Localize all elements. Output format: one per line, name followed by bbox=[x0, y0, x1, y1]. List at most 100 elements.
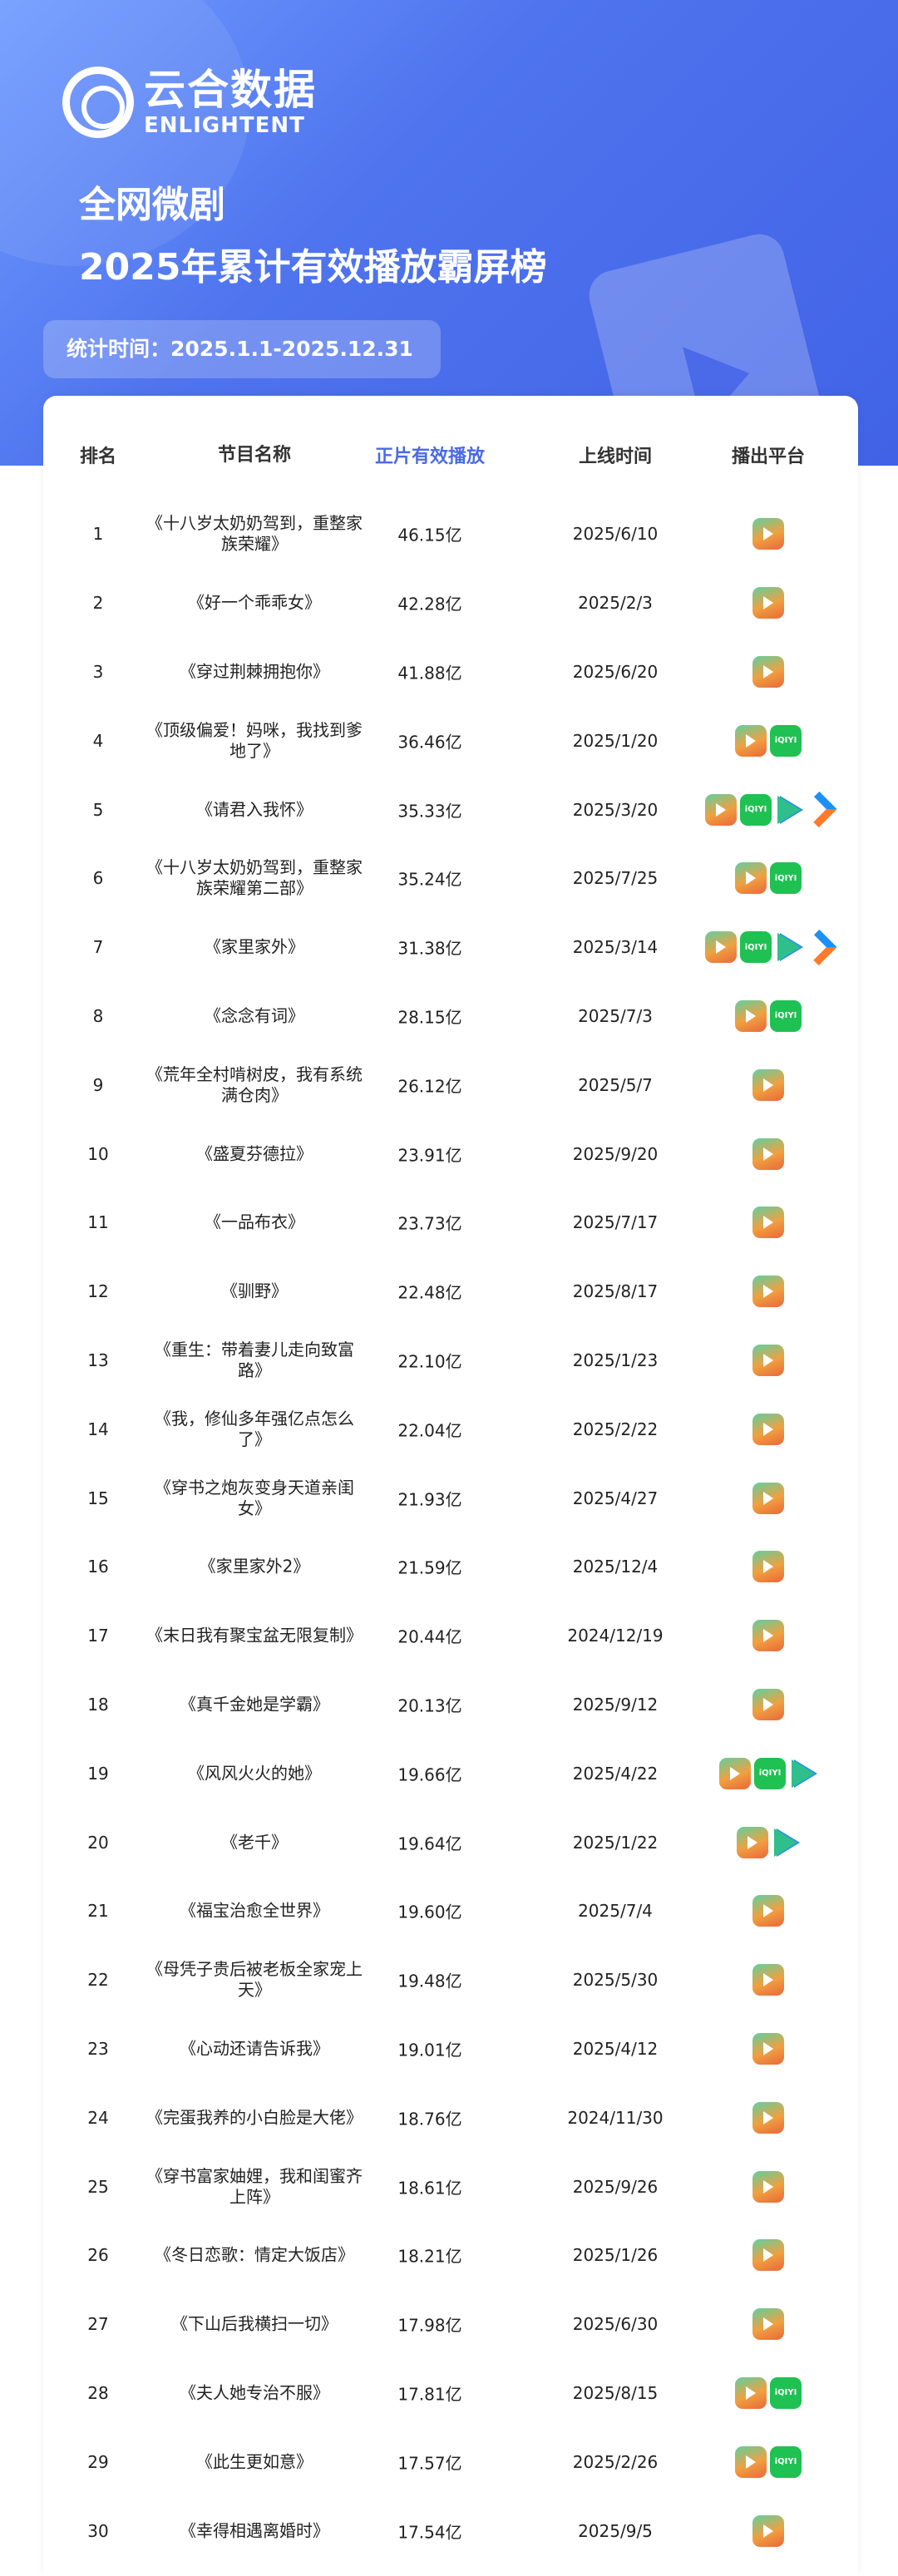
rank-cell: 25 bbox=[87, 2176, 109, 2197]
hongguo-icon bbox=[752, 655, 784, 688]
plays-cell: 19.64亿 bbox=[397, 1833, 462, 1854]
hongguo-icon bbox=[705, 931, 737, 964]
rank-cell: 29 bbox=[87, 2451, 109, 2472]
hongguo-icon bbox=[735, 2376, 767, 2409]
table-row[interactable]: 7 《家里家外》 31.38亿 2025/3/14 iQIYI bbox=[43, 913, 858, 982]
table-row[interactable]: 30 《幸得相遇离婚时》 17.54亿 2025/9/5 bbox=[43, 2496, 858, 2565]
table-row[interactable]: 17 《末日我有聚宝盆无限复制》 20.44亿 2024/12/19 bbox=[43, 1601, 858, 1670]
hongguo-icon bbox=[752, 587, 784, 619]
hongguo-icon bbox=[735, 999, 767, 1032]
plays-cell: 20.44亿 bbox=[397, 1626, 462, 1647]
hongguo-icon bbox=[752, 2514, 784, 2547]
tencent-icon bbox=[775, 931, 803, 963]
plays-cell: 22.48亿 bbox=[397, 1282, 462, 1303]
name-cell: 《念念有词》 bbox=[205, 1005, 304, 1026]
table-row[interactable]: 1 《十八岁太奶奶驾到，重整家族荣耀》 46.15亿 2025/6/10 bbox=[43, 500, 858, 569]
platform-cell: iQIYI bbox=[700, 999, 836, 1032]
hero-banner: 云合数据 ENLIGHTENT 全网微剧 2025年累计有效播放霸屏榜 统计时间… bbox=[0, 0, 898, 466]
name-cell: 《盛夏芬德拉》 bbox=[196, 1143, 313, 1164]
table-row[interactable]: 12 《驯野》 22.48亿 2025/8/17 bbox=[43, 1257, 858, 1326]
date-cell: 2025/9/26 bbox=[572, 2176, 659, 2197]
date-cell: 2025/7/17 bbox=[572, 1212, 659, 1233]
table-row[interactable]: 26 《冬日恋歌：情定大饭店》 18.21亿 2025/1/26 bbox=[43, 2221, 858, 2290]
date-cell: 2025/9/5 bbox=[578, 2520, 653, 2541]
platform-cell: iQIYI bbox=[700, 862, 836, 895]
name-cell: 《穿书之炮灰变身天道亲闺女》 bbox=[155, 1477, 354, 1518]
table-row[interactable]: 11 《一品布衣》 23.73亿 2025/7/17 bbox=[43, 1188, 858, 1257]
platform-cell bbox=[700, 1551, 836, 1583]
table-row[interactable]: 20 《老千》 19.64亿 2025/1/22 bbox=[43, 1808, 858, 1877]
name-cell: 《末日我有聚宝盆无限复制》 bbox=[146, 1625, 363, 1646]
page-title-line1: 全网微剧 bbox=[79, 184, 225, 226]
table-row[interactable]: 6 《十八岁太奶奶驾到，重整家族荣耀第二部》 35.24亿 2025/7/25 iQIY… bbox=[43, 844, 858, 913]
table-row[interactable]: 21 《福宝治愈全世界》 19.60亿 2025/7/4 bbox=[43, 1877, 858, 1946]
hongguo-icon bbox=[752, 1620, 784, 1652]
table-row[interactable]: 24 《完蛋我养的小白脸是大佬》 18.76亿 2024/11/30 bbox=[43, 2083, 858, 2152]
date-cell: 2024/11/30 bbox=[567, 2107, 664, 2128]
date-cell: 2025/1/20 bbox=[572, 730, 659, 751]
logo-mark-icon bbox=[62, 67, 134, 138]
rank-cell: 17 bbox=[87, 1626, 109, 1646]
plays-cell: 23.73亿 bbox=[397, 1213, 462, 1234]
name-cell: 《家里家外2》 bbox=[199, 1556, 310, 1577]
platform-cell bbox=[700, 1620, 836, 1652]
date-cell: 2025/5/7 bbox=[578, 1074, 653, 1095]
table-row[interactable]: 2 《好一个乖乖女》 42.28亿 2025/2/3 bbox=[43, 569, 858, 638]
table-row[interactable]: 28 《夫人她专治不服》 17.81亿 2025/8/15 iQIYI bbox=[43, 2359, 858, 2428]
plays-cell: 19.01亿 bbox=[397, 2040, 462, 2060]
date-cell: 2025/12/4 bbox=[572, 1557, 659, 1577]
table-row[interactable]: 27 《下山后我横扫一切》 17.98亿 2025/6/30 bbox=[43, 2290, 858, 2359]
table-row[interactable]: 19 《风风火火的她》 19.66亿 2025/4/22 iQIYI bbox=[43, 1739, 858, 1808]
plays-cell: 18.61亿 bbox=[397, 2178, 462, 2198]
stat-period: 统计时间：2025.1.1-2025.12.31 bbox=[43, 320, 441, 378]
table-row[interactable]: 10 《盛夏芬德拉》 23.91亿 2025/9/20 bbox=[43, 1119, 858, 1188]
name-cell: 《福宝治愈全世界》 bbox=[180, 1900, 329, 1921]
hongguo-icon bbox=[735, 2445, 767, 2478]
name-cell: 《幸得相遇离婚时》 bbox=[180, 2520, 329, 2540]
table-row[interactable]: 4 《顶级偏爱！妈咪，我找到爹地了》 36.46亿 2025/1/20 iQIYI bbox=[43, 706, 858, 775]
brand-logo: 云合数据 ENLIGHTENT bbox=[62, 67, 317, 138]
plays-cell: 17.57亿 bbox=[397, 2453, 462, 2474]
hongguo-icon bbox=[752, 1482, 784, 1514]
table-row[interactable]: 5 《请君入我怀》 35.33亿 2025/3/20 iQIYI bbox=[43, 775, 858, 844]
table-body: 1 《十八岁太奶奶驾到，重整家族荣耀》 46.15亿 2025/6/10 2 《好一个乖乖… bbox=[43, 500, 858, 2565]
hongguo-icon bbox=[737, 1826, 768, 1858]
hongguo-icon bbox=[752, 1137, 784, 1170]
platform-cell: iQIYI bbox=[700, 2445, 836, 2478]
table-row[interactable]: 9 《荒年全村啃树皮，我有系统满仓肉》 26.12亿 2025/5/7 bbox=[43, 1050, 858, 1119]
table-row[interactable]: 13 《重生：带着妻儿走向致富路》 22.10亿 2025/1/23 bbox=[43, 1326, 858, 1395]
rank-cell: 16 bbox=[87, 1557, 109, 1577]
plays-cell: 35.24亿 bbox=[397, 869, 462, 890]
platform-cell bbox=[700, 2514, 836, 2547]
table-row[interactable]: 29 《此生更如意》 17.57亿 2025/2/26 iQIYI bbox=[43, 2427, 858, 2496]
table-row[interactable]: 22 《母凭子贵后被老板全家宠上天》 19.48亿 2025/5/30 bbox=[43, 1946, 858, 2015]
platform-cell bbox=[700, 1688, 836, 1720]
table-row[interactable]: 23 《心动还请告诉我》 19.01亿 2025/4/12 bbox=[43, 2015, 858, 2084]
header-date: 上线时间 bbox=[578, 447, 652, 467]
hongguo-icon bbox=[752, 2239, 784, 2272]
table-row[interactable]: 15 《穿书之炮灰变身天道亲闺女》 21.93亿 2025/4/27 bbox=[43, 1463, 858, 1532]
table-row[interactable]: 16 《家里家外2》 21.59亿 2025/12/4 bbox=[43, 1532, 858, 1601]
plays-cell: 26.12亿 bbox=[397, 1076, 462, 1097]
plays-cell: 41.88亿 bbox=[397, 663, 462, 683]
table-row[interactable]: 3 《穿过荆棘拥抱你》 41.88亿 2025/6/20 bbox=[43, 638, 858, 707]
platform-cell: iQIYI bbox=[700, 724, 836, 757]
rank-cell: 23 bbox=[87, 2038, 109, 2059]
table-row[interactable]: 18 《真千金她是学霸》 20.13亿 2025/9/12 bbox=[43, 1670, 858, 1740]
hongguo-icon bbox=[752, 1964, 784, 1996]
platform-cell bbox=[700, 1964, 836, 1996]
header-name: 节目名称 bbox=[217, 444, 291, 466]
date-cell: 2025/9/20 bbox=[572, 1143, 659, 1164]
name-cell: 《十八岁太奶奶驾到，重整家族荣耀第二部》 bbox=[146, 857, 363, 899]
name-cell: 《一品布衣》 bbox=[205, 1212, 304, 1232]
rank-cell: 28 bbox=[87, 2382, 109, 2403]
table-row[interactable]: 25 《穿书富家妯娌，我和闺蜜齐上阵》 18.61亿 2025/9/26 bbox=[43, 2152, 858, 2221]
table-row[interactable]: 8 《念念有词》 28.15亿 2025/7/3 iQIYI bbox=[43, 982, 858, 1051]
name-cell: 《十八岁太奶奶驾到，重整家族荣耀》 bbox=[146, 513, 363, 555]
hongguo-icon bbox=[752, 1413, 784, 1445]
rank-cell: 9 bbox=[92, 1074, 104, 1095]
rank-cell: 14 bbox=[87, 1419, 109, 1439]
rank-cell: 3 bbox=[92, 661, 104, 682]
table-row[interactable]: 14 《我，修仙多年强亿点怎么了》 22.04亿 2025/2/22 bbox=[43, 1394, 858, 1463]
date-cell: 2025/7/3 bbox=[578, 1005, 653, 1026]
